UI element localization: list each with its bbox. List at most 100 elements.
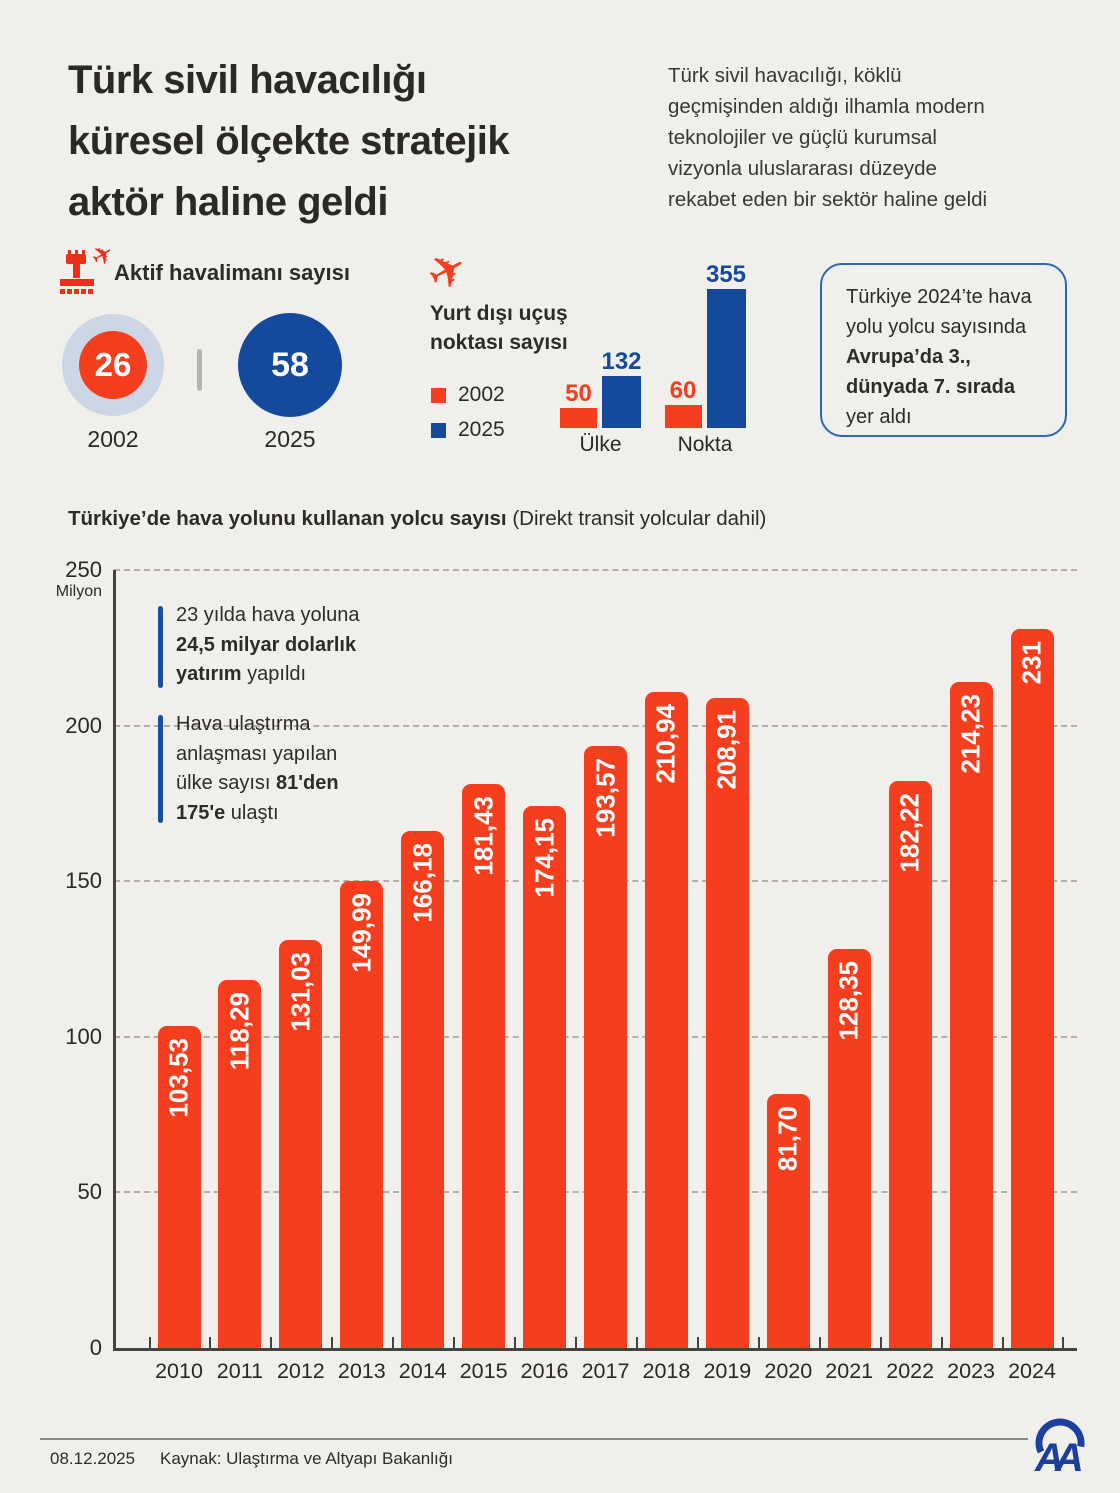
text-line: yer aldı <box>846 406 912 428</box>
x-axis-tick <box>757 1337 760 1348</box>
legend-item-2025: 2025 <box>431 418 505 442</box>
mini-bar-2025-Nokta <box>706 289 746 428</box>
footer-divider <box>40 1438 1028 1440</box>
bar-2011: 118,29 <box>218 980 262 1348</box>
annotation-investment: 23 yılda hava yoluna 24,5 milyar dolarlık… <box>158 601 359 690</box>
y-axis-unit-label: Milyon <box>55 583 102 600</box>
airports-2002-year: 2002 <box>87 426 139 452</box>
bar-2021: 128,35 <box>827 949 871 1348</box>
footer-source: Kaynak: Ulaştırma ve Altyapı Bakanlığı <box>160 1449 453 1468</box>
bar-value-label: 193,57 <box>590 758 620 838</box>
airports-2002-value: 26 <box>79 331 147 399</box>
x-axis-label-2021: 2021 <box>825 1359 874 1383</box>
intro-line: rekabet eden bir sektör haline geldi <box>668 188 988 211</box>
mini-bar-2025-Ülke <box>602 376 641 428</box>
bar-value-label: 81,70 <box>772 1106 803 1172</box>
bar-2024: 231 <box>1010 629 1054 1348</box>
bar-value-label: 174,15 <box>529 818 560 898</box>
x-axis-tick <box>940 1337 943 1348</box>
bar-2012: 131,03 <box>279 940 323 1348</box>
airports-2025-circle: 58 <box>238 313 342 417</box>
x-axis-tick <box>209 1337 212 1348</box>
bar-value-label: 131,03 <box>285 952 316 1032</box>
x-axis-tick <box>696 1337 699 1348</box>
text-line: dünyada 7. sırada <box>846 376 1015 398</box>
intro-line: teknolojiler ve güçlü kurumsal <box>668 126 937 149</box>
bar-2014: 166,18 <box>401 831 445 1348</box>
flight-points-title-line: noktası sayısı <box>430 331 568 354</box>
y-tick-label-0: 0 <box>89 1335 102 1360</box>
annotation-accent-bar <box>158 606 163 688</box>
gridline-250 <box>114 569 1077 571</box>
text-line: anlaşması yapılan <box>176 742 338 765</box>
x-axis-tick <box>635 1337 638 1348</box>
airport-tower-icon <box>60 250 94 294</box>
legend-label-2002: 2002 <box>458 383 505 406</box>
mini-category-label: Nokta <box>677 433 733 456</box>
main-chart-heading: Türkiye’de hava yolunu kullanan yolcu sa… <box>68 507 766 531</box>
bar-2015: 181,43 <box>462 784 506 1348</box>
x-axis-tick <box>1001 1337 1004 1348</box>
bar-2020: 81,70 <box>766 1094 810 1348</box>
bar-value-label: 149,99 <box>346 893 377 973</box>
svg-text:AA: AA <box>1034 1436 1081 1480</box>
airports-2025-year: 2025 <box>264 426 316 452</box>
bar-2016: 174,15 <box>523 806 567 1348</box>
x-axis-label-2014: 2014 <box>398 1359 447 1383</box>
text-line: Türkiye 2024’te hava <box>846 286 1032 308</box>
text-line: Avrupa’da 3., <box>846 346 971 368</box>
y-tick-label-250: 250 <box>65 557 102 582</box>
bar-2019: 208,91 <box>705 698 749 1348</box>
x-axis-label-2018: 2018 <box>642 1359 691 1383</box>
x-axis-label-2011: 2011 <box>216 1359 264 1383</box>
x-axis-label-2019: 2019 <box>703 1359 752 1383</box>
x-axis-tick <box>392 1337 395 1348</box>
flight-points-title-line: Yurt dışı uçuş <box>430 302 568 325</box>
mini-bar-value: 50 <box>565 380 592 407</box>
x-axis-tick <box>270 1337 273 1348</box>
bar-value-label: 214,23 <box>955 694 986 774</box>
bar-value-label: 231 <box>1016 641 1047 685</box>
mini-bar-2002-Ülke <box>560 408 597 428</box>
intro-paragraph: Türk sivil havacılığı, köklü geçmişinden… <box>668 60 1068 215</box>
page-title-line: Türk sivil havacılığı <box>68 58 427 102</box>
gridline-200 <box>114 725 1077 727</box>
annotation-agreements: Hava ulaştırma anlaşması yapılan ülke sayı… <box>158 710 339 828</box>
airports-2002-circle: 26 <box>62 314 164 416</box>
x-axis-tick <box>331 1337 334 1348</box>
y-tick-label-150: 150 <box>65 868 102 893</box>
flight-points-chart: 50 132 Ülke 60 355 Nokta <box>540 255 770 465</box>
annotation-agreements-text: Hava ulaştırma anlaşması yapılan ülke sayı… <box>176 710 339 828</box>
text-line: yolu yolcu sayısında <box>846 316 1027 338</box>
mini-bar-2002-Nokta <box>664 405 702 428</box>
anadolu-agency-logo: AA <box>1034 1418 1090 1480</box>
bar-value-label: 182,22 <box>894 793 925 873</box>
bar-2010: 103,53 <box>157 1026 201 1348</box>
ranking-info-box: Türkiye 2024’te hava yolu yolcu sayısında… <box>820 263 1067 437</box>
bar-2018: 210,94 <box>644 692 688 1348</box>
intro-line: geçmişinden aldığı ilhamla modern <box>668 95 985 118</box>
annotation-investment-text: 23 yılda hava yoluna 24,5 milyar dolarlık… <box>176 601 359 690</box>
legend-label-2025: 2025 <box>458 418 505 441</box>
airports-2025-value: 58 <box>271 345 309 384</box>
bar-2017: 193,57 <box>584 746 627 1348</box>
legend-item-2002: 2002 <box>431 383 505 407</box>
text-line: 175'e ulaştı <box>176 801 279 824</box>
x-axis-label-2015: 2015 <box>459 1359 508 1383</box>
circle-divider <box>197 349 202 391</box>
page-title-line: küresel ölçekte stratejik <box>68 119 510 163</box>
text-line: Hava ulaştırma <box>176 713 311 735</box>
x-axis-label-2017: 2017 <box>581 1359 630 1383</box>
x-axis-label-2020: 2020 <box>764 1359 813 1383</box>
x-axis-label-2010: 2010 <box>155 1359 203 1383</box>
x-axis-tick <box>453 1337 456 1348</box>
x-axis-tick <box>1062 1337 1065 1348</box>
flight-points-title: Yurt dışı uçuş noktası sayısı <box>430 299 568 357</box>
text-line: 24,5 milyar dolarlık <box>176 633 357 656</box>
annotation-accent-bar <box>158 715 163 823</box>
text-line: ülke sayısı 81'den <box>176 772 339 794</box>
x-axis-label-2023: 2023 <box>947 1359 995 1383</box>
bar-value-label: 181,43 <box>468 796 499 876</box>
